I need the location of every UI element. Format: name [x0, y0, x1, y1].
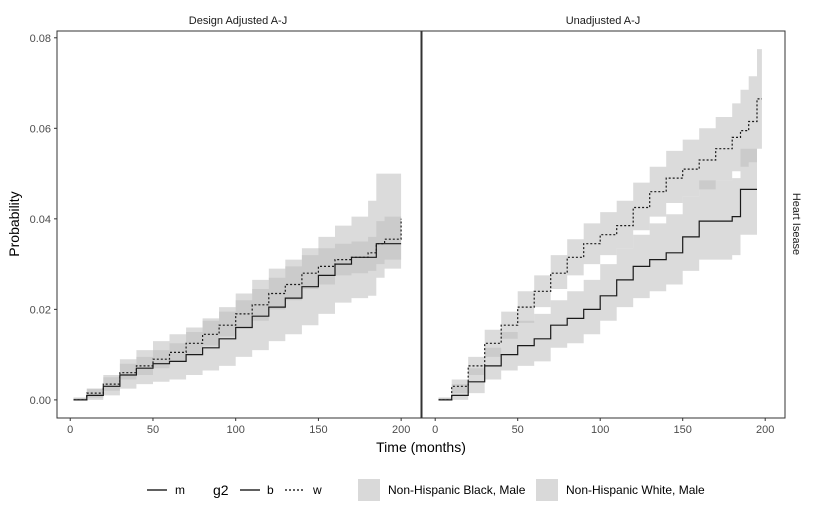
series-line-b-panel-0 — [73, 243, 402, 401]
panel-title-unadjusted: Unadjusted A-J — [566, 15, 641, 27]
ci-band-w-panel-1 — [438, 49, 762, 400]
x-tick-label-panel-0-4: 200 — [392, 424, 410, 436]
y-tick-label-3: 0.06 — [30, 123, 51, 135]
x-tick-label-panel-1-4: 200 — [756, 424, 774, 436]
panel-design-adjusted — [73, 173, 402, 401]
legend-title-g2: g2 — [213, 482, 229, 498]
panel-frame-left — [56, 30, 422, 419]
y-tick-label-1: 0.02 — [30, 304, 51, 316]
panel-title-design-adjusted: Design Adjusted A-J — [189, 15, 287, 27]
x-tick-label-panel-0-1: 50 — [147, 424, 159, 436]
legend-label-w: w — [312, 483, 322, 497]
x-axis-right: 0 50 100 150 200 — [432, 418, 774, 436]
x-tick-label-panel-1-2: 100 — [591, 424, 609, 436]
series-line-b-panel-1 — [438, 188, 757, 401]
y-axis-title: Probability — [6, 191, 22, 256]
ci-band-w-panel-0 — [73, 193, 402, 400]
legend-label-band-white: Non-Hispanic White, Male — [566, 483, 705, 497]
y-tick-label-2: 0.04 — [30, 214, 51, 226]
x-axis-title: Time (months) — [376, 439, 466, 455]
x-tick-label-panel-0-3: 150 — [309, 424, 327, 436]
y-axis: 0.00 0.02 0.04 0.06 0.08 — [30, 33, 57, 407]
y-tick-label-4: 0.08 — [30, 33, 51, 45]
x-tick-label-panel-1-3: 150 — [674, 424, 692, 436]
legend-key-band-white — [536, 479, 558, 501]
series-line-w-panel-0 — [73, 218, 402, 401]
x-tick-label-panel-0-2: 100 — [227, 424, 245, 436]
ci-band-b-panel-0 — [73, 173, 402, 400]
legend-label-band-black: Non-Hispanic Black, Male — [388, 483, 526, 497]
x-axis-left: 0 50 100 150 200 — [67, 418, 410, 436]
y-tick-label-0: 0.00 — [30, 395, 51, 407]
x-tick-label-panel-0-0: 0 — [67, 424, 73, 436]
x-tick-label-panel-1-1: 50 — [512, 424, 524, 436]
legend-key-band-black — [358, 479, 380, 501]
legend: m g2 b w Non-Hispanic Black, Male Non-Hi… — [147, 479, 705, 501]
legend-label-b: b — [267, 483, 274, 497]
panel-unadjusted — [438, 49, 762, 401]
row-strip-label: Heart Isease — [790, 193, 802, 255]
legend-label-m: m — [175, 483, 185, 497]
ci-band-b-panel-1 — [438, 148, 757, 400]
panel-frame-right — [421, 30, 786, 419]
x-tick-label-panel-1-0: 0 — [432, 424, 438, 436]
